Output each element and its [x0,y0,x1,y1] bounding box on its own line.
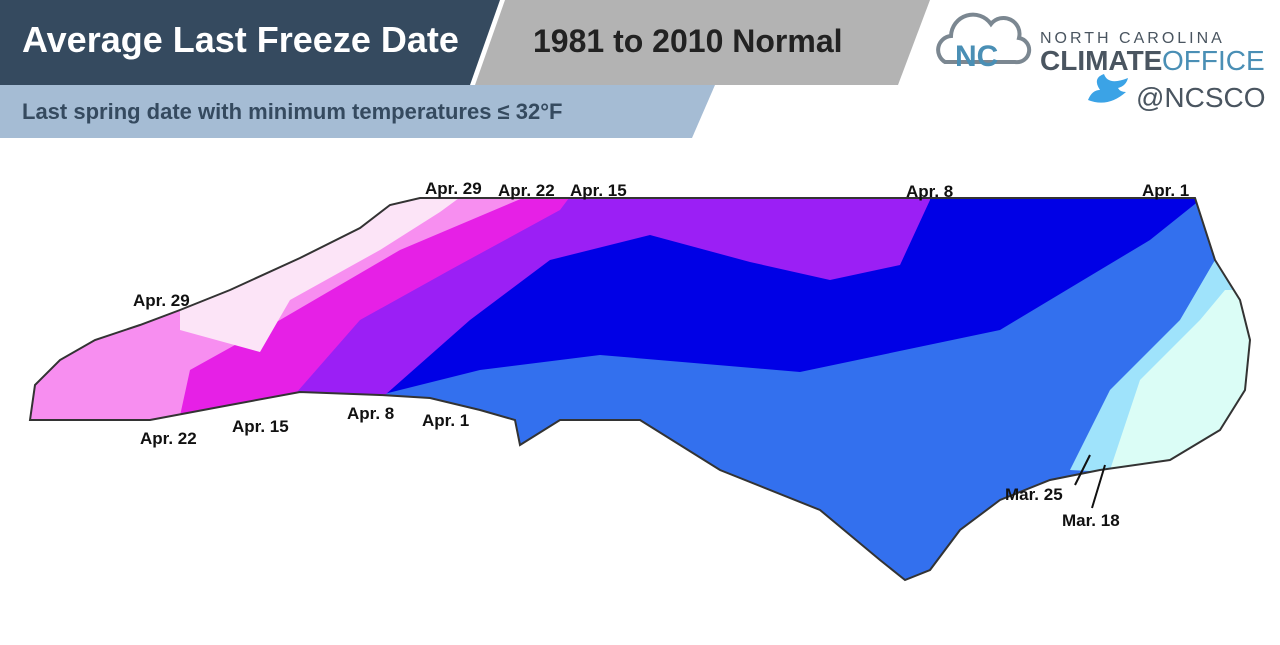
zone-may [180,198,470,352]
leader-line [1074,454,1091,486]
logo-mark: NC [955,40,998,73]
title: Average Last Freeze Date [22,19,459,60]
zone-label: Mar. 18 [1062,511,1120,530]
zone-label: Apr. 15 [232,417,289,436]
twitter-icon [1088,74,1128,103]
zone-label: Apr. 15 [570,181,627,200]
subtitle-banner [475,0,930,85]
zone-label: Apr. 22 [498,181,555,200]
leader-line [1091,464,1106,509]
title-banner [0,0,500,85]
map [30,198,1250,580]
zone-label: Apr. 1 [1142,181,1189,200]
logo-line1: NORTH CAROLINA [1040,30,1225,47]
zone-label: Mar. 25 [1005,485,1063,504]
logo-cloud [936,12,1032,65]
zone-label: Apr. 22 [140,429,197,448]
state-outline [28,197,1252,582]
logo: NC NORTH CAROLINA CLIMATE OFFICE @NCSCO [936,12,1266,113]
map-labels: Apr. 29 Apr. 22 Apr. 15 Apr. 8 Apr. 1 Apr. 29… [133,179,1189,530]
logo-line2b: OFFICE [1162,45,1265,76]
zone-label: Apr. 8 [906,182,953,201]
zone-label: Apr. 29 [425,179,482,198]
handle: @NCSCO [1136,82,1266,113]
description: Last spring date with minimum temperatur… [22,99,562,124]
subtitle: 1981 to 2010 Normal [533,23,843,59]
zone-label: Apr. 1 [422,411,469,430]
description-banner [0,85,715,138]
zone-label: Apr. 29 [133,291,190,310]
logo-line2a: CLIMATE [1040,45,1162,76]
zone-label: Apr. 8 [347,404,394,423]
